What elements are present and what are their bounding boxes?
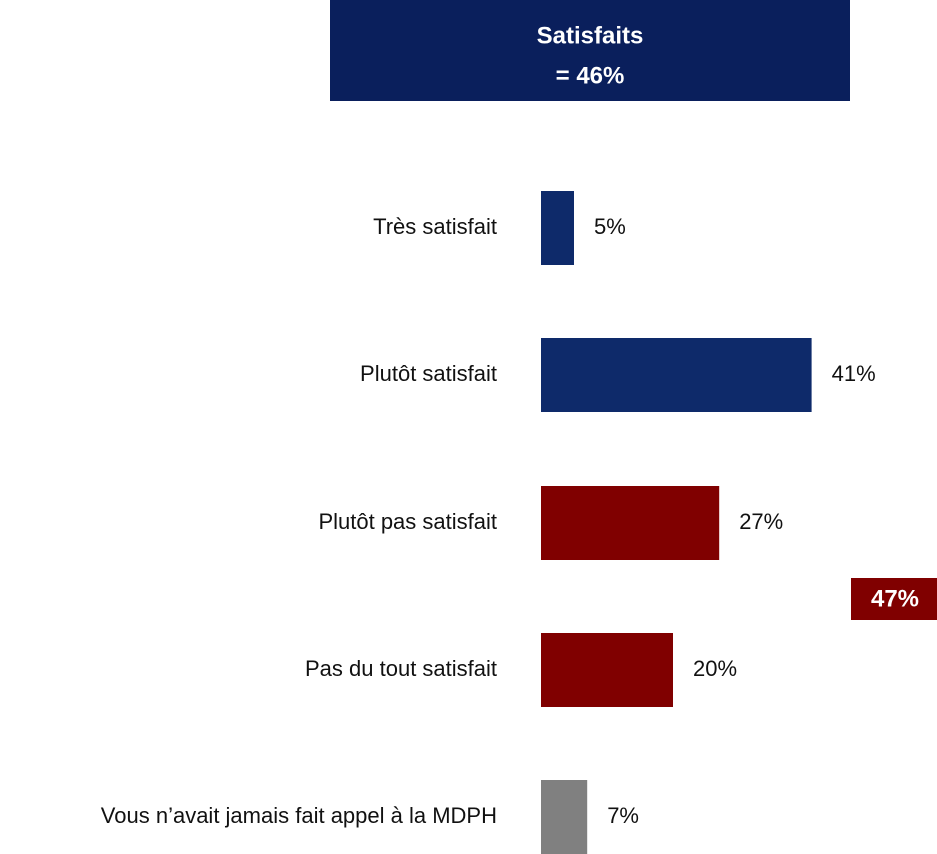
summary-text: = 46% bbox=[556, 62, 625, 89]
value-label: 41% bbox=[832, 361, 876, 386]
bar bbox=[541, 191, 574, 265]
summary-box bbox=[330, 0, 850, 101]
summary-text: 47% bbox=[871, 585, 919, 612]
summary-text: Satisfaits bbox=[537, 22, 644, 49]
bar bbox=[541, 633, 673, 707]
value-label: 20% bbox=[693, 656, 737, 681]
category-label: Très satisfait bbox=[373, 214, 497, 239]
category-label: Plutôt pas satisfait bbox=[318, 509, 497, 534]
category-label: Pas du tout satisfait bbox=[305, 656, 497, 681]
value-label: 27% bbox=[739, 509, 783, 534]
category-label: Vous n’avait jamais fait appel à la MDPH bbox=[101, 803, 497, 828]
summary-box bbox=[851, 578, 937, 620]
category-label: Plutôt satisfait bbox=[360, 361, 497, 386]
value-label: 5% bbox=[594, 214, 626, 239]
value-label: 7% bbox=[607, 803, 639, 828]
bar bbox=[541, 780, 588, 854]
bar bbox=[541, 486, 720, 560]
bar bbox=[541, 338, 812, 412]
